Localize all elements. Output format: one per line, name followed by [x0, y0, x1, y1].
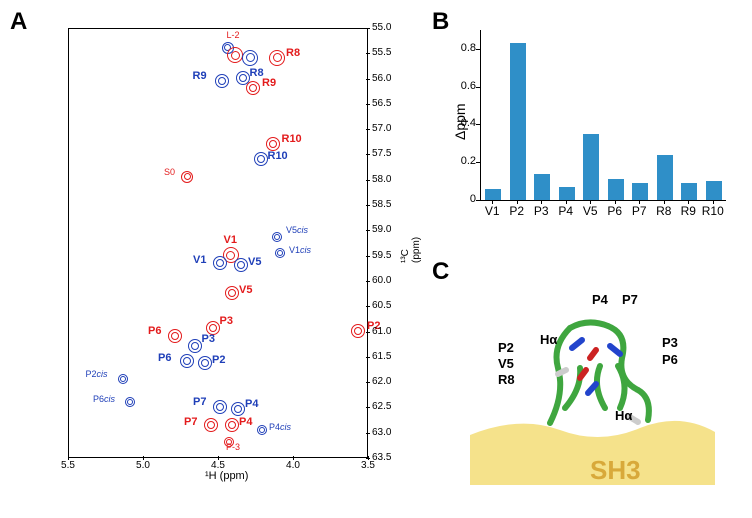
bar-xlabel: P2: [505, 204, 529, 218]
nmr-peak-label: R9: [193, 70, 207, 82]
panel-c: SH3: [440, 280, 730, 500]
nmr-minor-label: P4cis: [269, 422, 291, 432]
panel-b: Δppm 00.20.40.60.8 V1P2P3P4V5P6P7R8R9R10: [440, 20, 730, 240]
panel-a-ytick: 60.5: [372, 300, 391, 311]
panel-a-ytick: 59.5: [372, 250, 391, 261]
panel-a-ytick: 61.5: [372, 351, 391, 362]
panel-a-ytick: 63.0: [372, 427, 391, 438]
nmr-peak-label: P6: [158, 352, 171, 364]
panel-a-ytick: 57.0: [372, 123, 391, 134]
bar: [485, 189, 501, 200]
bar-xlabel: R8: [652, 204, 676, 218]
nmr-minor-label: V1cis: [289, 245, 311, 255]
delta-ppm-bar-chart: [480, 30, 726, 201]
structure-svg: [510, 298, 690, 438]
nmr-peak-label: V1: [224, 234, 237, 246]
bar-xlabel: P6: [603, 204, 627, 218]
panel-a-ytick: 57.5: [372, 148, 391, 159]
panel-a-ytick: 62.0: [372, 376, 391, 387]
nmr-peak-label: P4: [245, 398, 258, 410]
nmr-peak-label: R10: [268, 150, 288, 162]
bar-xlabel: P4: [554, 204, 578, 218]
nmr-minor-label: S0: [164, 167, 175, 177]
bar-ylabel: 0.6: [452, 80, 476, 92]
nmr-peak-label: P6: [148, 325, 161, 337]
bar-xlabel: P7: [627, 204, 651, 218]
bar: [608, 179, 624, 200]
nmr-peak-label: P2: [212, 354, 225, 366]
figure-root: A B C L-2R8R8R9R9R10R10S0V5cisV1cisV1V1V…: [0, 0, 752, 518]
nmr-peak-label: R8: [286, 47, 300, 59]
bar-xlabel: R10: [701, 204, 725, 218]
nmr-minor-label: P6cis: [93, 394, 115, 404]
struct-label-v5: V5: [498, 356, 514, 371]
panel-a-xtick: 3.5: [358, 460, 378, 471]
nmr-peak-label: P4: [239, 416, 252, 428]
panel-a: L-2R8R8R9R9R10R10S0V5cisV1cisV1V1V5V5P2P…: [20, 18, 410, 498]
struct-label-halpha-top: Hα: [540, 332, 557, 347]
nmr-peak-label: P3: [220, 315, 233, 327]
nmr-spectrum-plot: L-2R8R8R9R9R10R10S0V5cisV1cisV1V1V5V5P2P…: [68, 28, 368, 458]
bar: [657, 155, 673, 200]
nmr-minor-label: L-2: [227, 30, 240, 40]
panel-a-ytick: 58.0: [372, 174, 391, 185]
nmr-peak-label: P7: [193, 396, 206, 408]
nmr-peak-label: P3: [202, 333, 215, 345]
nmr-peak-label: P7: [184, 416, 197, 428]
nmr-minor-label: P-3: [226, 442, 240, 452]
struct-label-p4: P4: [592, 292, 608, 307]
bar: [534, 174, 550, 200]
sh3-label: SH3: [590, 455, 641, 486]
bar-xlabel: V5: [578, 204, 602, 218]
panel-a-ylabel: ¹³C (ppm): [400, 237, 422, 263]
bar: [632, 183, 648, 200]
bar-ylabel: 0.2: [452, 155, 476, 167]
bar-ylabel: 0: [452, 193, 476, 205]
panel-a-xlabel: ¹H (ppm): [205, 470, 248, 482]
struct-label-halpha-bot: Hα: [615, 408, 632, 423]
panel-a-ytick: 59.0: [372, 224, 391, 235]
panel-a-ytick: 60.0: [372, 275, 391, 286]
panel-a-ytick: 55.5: [372, 47, 391, 58]
panel-a-ytick: 58.5: [372, 199, 391, 210]
struct-label-p3: P3: [662, 335, 678, 350]
nmr-peak-label: V5: [248, 256, 261, 268]
bar-ylabel: 0.4: [452, 117, 476, 129]
struct-label-p7: P7: [622, 292, 638, 307]
nmr-minor-label: P2cis: [86, 369, 108, 379]
nmr-peak-label: R10: [282, 133, 302, 145]
bar: [706, 181, 722, 200]
bar-xlabel: R9: [676, 204, 700, 218]
nmr-peak-label: V5: [239, 284, 252, 296]
bar: [681, 183, 697, 200]
panel-a-xtick: 5.5: [58, 460, 78, 471]
struct-label-p2: P2: [498, 340, 514, 355]
panel-a-ytick: 55.0: [372, 22, 391, 33]
panel-a-ytick: 56.0: [372, 73, 391, 84]
panel-a-ytick: 61.0: [372, 326, 391, 337]
panel-a-ytick: 62.5: [372, 401, 391, 412]
bar: [583, 134, 599, 200]
bar-ylabel: 0.8: [452, 42, 476, 54]
panel-a-ytick: 56.5: [372, 98, 391, 109]
bar: [559, 187, 575, 200]
struct-label-r8: R8: [498, 372, 515, 387]
nmr-minor-label: V5cis: [286, 225, 308, 235]
bar-xlabel: P3: [529, 204, 553, 218]
nmr-peak-label: R9: [262, 77, 276, 89]
panel-a-xtick: 4.0: [283, 460, 303, 471]
bar-xlabel: V1: [480, 204, 504, 218]
panel-a-xtick: 5.0: [133, 460, 153, 471]
bar: [510, 43, 526, 200]
struct-label-p6: P6: [662, 352, 678, 367]
nmr-peak-label: V1: [193, 254, 206, 266]
